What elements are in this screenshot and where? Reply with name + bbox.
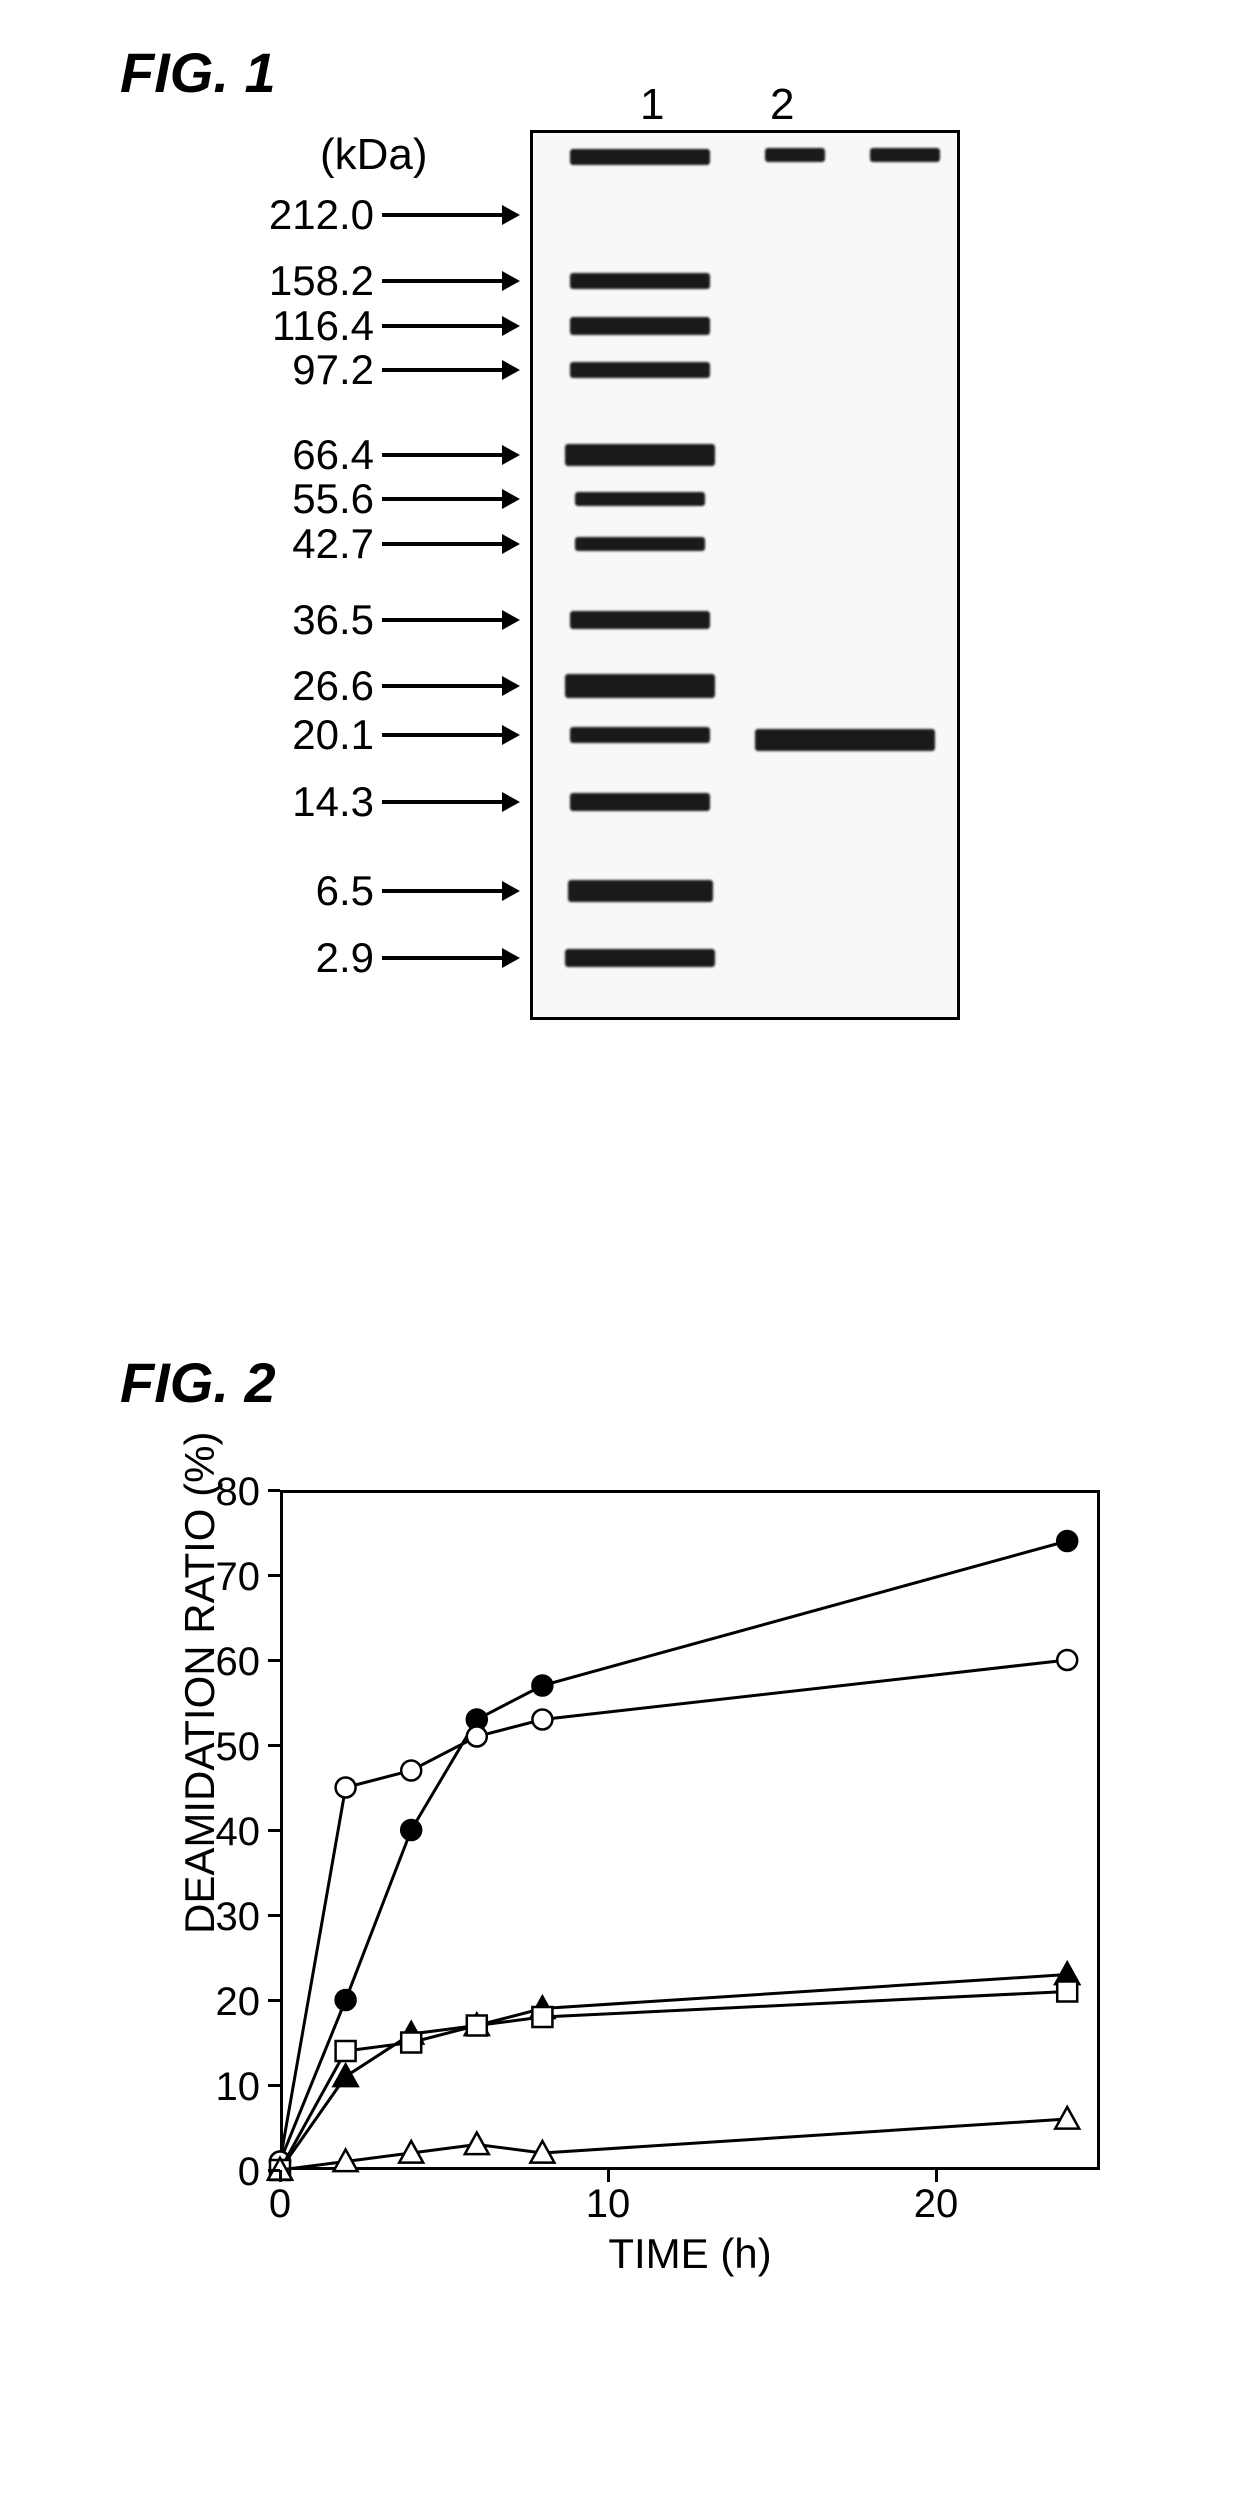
ytick-mark xyxy=(268,1744,280,1747)
gel-band xyxy=(570,149,710,165)
ytick-mark xyxy=(268,1914,280,1917)
mw-marker-value: 20.1 xyxy=(224,711,374,759)
arrow-icon xyxy=(382,445,520,465)
gel-band xyxy=(870,148,940,162)
gel-band xyxy=(755,729,935,751)
ytick-mark xyxy=(268,1489,280,1492)
arrow-icon xyxy=(382,610,520,630)
gel-band xyxy=(570,793,710,811)
fig2-xlabel: TIME (h) xyxy=(570,2230,810,2278)
mw-marker-value: 158.2 xyxy=(224,257,374,305)
gel-band xyxy=(570,727,710,743)
series-marker xyxy=(401,1761,421,1781)
fig2-plot-svg xyxy=(250,1460,1130,2200)
ytick-mark xyxy=(268,1659,280,1662)
xtick-label: 10 xyxy=(568,2182,648,2227)
gel-band xyxy=(565,674,715,698)
gel-band xyxy=(570,362,710,378)
series-line xyxy=(280,1660,1067,2162)
series-marker xyxy=(1057,1650,1077,1670)
arrow-icon xyxy=(382,676,520,696)
mw-marker-row: 212.0 xyxy=(150,193,520,237)
gel-band xyxy=(565,949,715,967)
mw-marker-row: 14.3 xyxy=(150,780,520,824)
mw-marker-row: 42.7 xyxy=(150,522,520,566)
mw-marker-value: 212.0 xyxy=(224,191,374,239)
mw-marker-row: 158.2 xyxy=(150,259,520,303)
mw-marker-value: 2.9 xyxy=(224,934,374,982)
fig2-ylabel: DEAMIDATION RATIO (%) xyxy=(176,1734,224,1934)
xtick-mark xyxy=(607,2170,610,2182)
series-marker xyxy=(532,1710,552,1730)
fig1-kda-label: (kDa) xyxy=(320,130,428,180)
mw-marker-row: 97.2 xyxy=(150,348,520,392)
mw-marker-value: 55.6 xyxy=(224,475,374,523)
mw-marker-value: 36.5 xyxy=(224,596,374,644)
mw-marker-row: 36.5 xyxy=(150,598,520,642)
series-marker xyxy=(1055,2107,1079,2129)
gel-band xyxy=(575,537,705,551)
series-marker xyxy=(465,2133,489,2155)
mw-marker-value: 6.5 xyxy=(224,867,374,915)
series-marker xyxy=(1057,1531,1077,1551)
mw-marker-row: 116.4 xyxy=(150,304,520,348)
ytick-label: 20 xyxy=(200,1980,260,2025)
xtick-label: 0 xyxy=(240,2182,320,2227)
mw-marker-row: 20.1 xyxy=(150,713,520,757)
gel-band xyxy=(570,273,710,289)
mw-marker-row: 6.5 xyxy=(150,869,520,913)
xtick-mark xyxy=(935,2170,938,2182)
ytick-mark xyxy=(268,2084,280,2087)
arrow-icon xyxy=(382,725,520,745)
mw-marker-value: 42.7 xyxy=(224,520,374,568)
fig1-lane1-label: 1 xyxy=(640,80,664,130)
mw-marker-value: 26.6 xyxy=(224,662,374,710)
gel-band xyxy=(570,611,710,629)
mw-marker-row: 2.9 xyxy=(150,936,520,980)
ytick-mark xyxy=(268,1829,280,1832)
series-marker xyxy=(336,2041,356,2061)
mw-marker-row: 26.6 xyxy=(150,664,520,708)
series-marker xyxy=(1057,1982,1077,2002)
gel-band xyxy=(575,492,705,506)
series-marker xyxy=(336,1990,356,2010)
arrow-icon xyxy=(382,948,520,968)
series-marker xyxy=(336,1778,356,1798)
series-marker xyxy=(467,1727,487,1747)
mw-marker-row: 66.4 xyxy=(150,433,520,477)
gel-band xyxy=(565,444,715,466)
arrow-icon xyxy=(382,271,520,291)
xtick-mark xyxy=(279,2170,282,2182)
arrow-icon xyxy=(382,534,520,554)
fig1-label: FIG. 1 xyxy=(120,40,276,105)
gel-band xyxy=(570,317,710,335)
series-line xyxy=(280,1541,1067,2162)
series-marker xyxy=(532,2007,552,2027)
mw-marker-value: 116.4 xyxy=(224,302,374,350)
series-marker xyxy=(401,2033,421,2053)
ytick-label: 10 xyxy=(200,2065,260,2110)
arrow-icon xyxy=(382,316,520,336)
arrow-icon xyxy=(382,881,520,901)
fig1-lane2-label: 2 xyxy=(770,80,794,130)
arrow-icon xyxy=(382,489,520,509)
mw-marker-value: 66.4 xyxy=(224,431,374,479)
series-line xyxy=(280,1975,1067,2171)
series-marker xyxy=(467,2016,487,2036)
gel-band xyxy=(765,148,825,162)
gel-band xyxy=(568,880,713,902)
mw-marker-value: 14.3 xyxy=(224,778,374,826)
arrow-icon xyxy=(382,360,520,380)
fig2-label: FIG. 2 xyxy=(120,1350,276,1415)
arrow-icon xyxy=(382,792,520,812)
series-marker xyxy=(401,1820,421,1840)
xtick-label: 20 xyxy=(896,2182,976,2227)
arrow-icon xyxy=(382,205,520,225)
mw-marker-value: 97.2 xyxy=(224,346,374,394)
ytick-mark xyxy=(268,1999,280,2002)
mw-marker-row: 55.6 xyxy=(150,477,520,521)
series-marker xyxy=(532,1676,552,1696)
ytick-mark xyxy=(268,1574,280,1577)
